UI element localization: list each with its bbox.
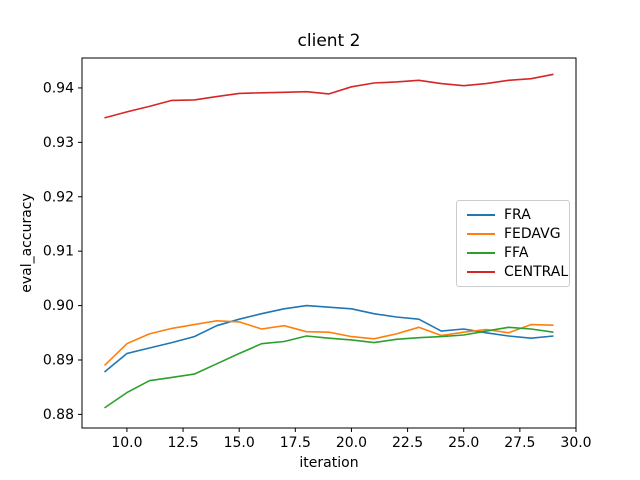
legend-line-icon xyxy=(467,233,495,235)
x-tick-label: 12.5 xyxy=(167,435,198,451)
y-tick-label: 0.91 xyxy=(43,244,74,260)
x-tick-label: 30.0 xyxy=(560,435,591,451)
y-tick-label: 0.90 xyxy=(43,298,74,314)
series-line-ffa xyxy=(104,326,554,409)
legend-item: FEDAVG xyxy=(467,226,561,242)
legend-line-icon xyxy=(467,271,495,273)
legend-item: FFA xyxy=(467,245,561,261)
legend-line-icon xyxy=(467,214,495,216)
x-tick-label: 25.0 xyxy=(448,435,479,451)
x-tick-label: 17.5 xyxy=(280,435,311,451)
legend: FRA FEDAVG FFA CENTRAL xyxy=(456,200,570,287)
series-line-fra xyxy=(103,304,554,373)
legend-label: FRA xyxy=(504,207,531,223)
x-tick-label: 27.5 xyxy=(504,435,535,451)
legend-item: CENTRAL xyxy=(467,264,568,280)
chart-title: client 2 xyxy=(297,31,361,51)
y-tick-label: 0.89 xyxy=(43,352,74,368)
legend-label: FFA xyxy=(504,245,529,261)
x-tick-label: 20.0 xyxy=(336,435,367,451)
series-line-central xyxy=(104,73,554,119)
y-tick-label: 0.93 xyxy=(43,135,74,151)
x-tick-label: 15.0 xyxy=(224,435,255,451)
axes-frame xyxy=(81,57,577,429)
legend-label: CENTRAL xyxy=(504,264,569,280)
series-line-fedavg xyxy=(103,319,554,366)
y-tick-label: 0.88 xyxy=(43,407,74,423)
y-axis-label: eval_accuracy xyxy=(19,193,35,293)
legend-item: FRA xyxy=(467,207,561,223)
x-axis-label: iteration xyxy=(299,455,359,471)
y-tick-label: 0.92 xyxy=(43,189,74,205)
x-tick-label: 22.5 xyxy=(392,435,423,451)
x-tick-label: 10.0 xyxy=(111,435,142,451)
legend-line-icon xyxy=(467,252,495,254)
legend-label: FEDAVG xyxy=(504,226,561,242)
y-tick-label: 0.94 xyxy=(43,80,74,96)
